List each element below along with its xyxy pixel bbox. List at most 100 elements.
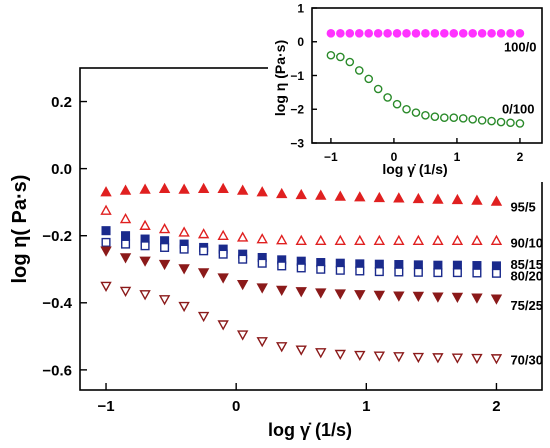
series-90-10 (100, 204, 503, 246)
data-point (101, 237, 111, 247)
data-point (140, 241, 150, 251)
data-point (472, 261, 482, 271)
data-point (477, 29, 487, 38)
series-80-20 (101, 237, 501, 278)
data-point (452, 268, 462, 278)
data-point (354, 350, 366, 362)
data-point (197, 311, 210, 323)
inset-y-axis-label: log η (Pa·s) (272, 40, 288, 116)
main-y-axis-label: log η( Pa·s) (9, 175, 31, 284)
series-75-25 (100, 246, 503, 305)
data-point (345, 29, 355, 38)
data-point (393, 192, 405, 203)
data-point (392, 99, 402, 109)
y-tick-label: −0.2 (42, 228, 72, 245)
data-point (412, 291, 425, 303)
data-point (121, 239, 131, 249)
data-point (354, 191, 366, 202)
data-point (373, 191, 386, 203)
data-point (217, 182, 229, 194)
inset-data-marks (326, 29, 525, 128)
data-point (256, 233, 268, 244)
data-point (334, 190, 346, 201)
data-point (345, 57, 355, 67)
inset-x-axis-label: log γ̇ (1/s) (382, 161, 447, 177)
data-point (364, 29, 374, 38)
data-point (139, 290, 151, 301)
data-point (336, 52, 345, 62)
data-point (487, 29, 496, 38)
y-tick-label: 0.0 (51, 161, 72, 178)
series-label-100-0: 100/0 (504, 39, 537, 54)
data-point (472, 268, 482, 278)
x-tick-label: −1 (97, 398, 114, 415)
data-point (491, 261, 501, 271)
data-point (256, 186, 268, 197)
data-point (487, 116, 496, 126)
series-label-80-20: 80/20 (510, 268, 543, 283)
data-point (119, 286, 132, 297)
data-point (296, 263, 306, 273)
data-point (452, 260, 462, 270)
data-point (471, 194, 483, 205)
inset-background (268, 0, 550, 182)
data-point (433, 260, 443, 270)
data-point (451, 234, 464, 246)
series-0-100 (326, 50, 525, 128)
data-point (490, 294, 503, 305)
data-point (355, 266, 365, 276)
data-point (421, 29, 430, 38)
data-point (158, 182, 171, 194)
data-point (496, 29, 506, 38)
data-point (496, 117, 506, 127)
data-point (412, 234, 425, 246)
data-point (139, 256, 151, 267)
y-tick-label: −1 (290, 69, 304, 83)
main-chart: 0.2 0.0 −0.2 −0.4 −0.6 −1 0 1 2 95/5 90/10 85/158… (9, 67, 543, 440)
data-point (433, 268, 443, 278)
data-point (100, 246, 112, 257)
data-point (506, 118, 515, 128)
x-tick-label: 1 (362, 398, 370, 415)
data-point (139, 219, 151, 230)
data-point (100, 281, 112, 292)
data-point (374, 267, 384, 277)
data-point (276, 187, 288, 199)
data-point (468, 29, 477, 38)
main-x-ticks: −1 0 1 2 (97, 383, 501, 415)
data-point (276, 234, 288, 245)
data-point (490, 234, 503, 246)
data-point (336, 29, 345, 38)
series-label-0-100: 0/100 (502, 101, 535, 116)
data-point (383, 93, 392, 102)
data-point (394, 267, 404, 277)
data-point (334, 349, 346, 361)
y-tick-label: −3 (290, 136, 304, 150)
series-95-5 (100, 182, 503, 206)
data-point (471, 234, 483, 246)
data-point (440, 113, 449, 122)
series-label-90-10: 90/10 (510, 236, 543, 251)
data-point (139, 183, 151, 194)
data-point (354, 29, 364, 38)
x-tick-label: 1 (454, 150, 461, 164)
data-point (412, 192, 425, 204)
data-point (451, 292, 464, 304)
data-point (440, 29, 449, 38)
series-label-85-15: 85/15 (510, 257, 543, 272)
data-point (334, 289, 346, 300)
data-point (217, 273, 229, 284)
data-point (316, 264, 326, 274)
data-point (477, 116, 487, 125)
data-point (101, 226, 111, 236)
data-point (295, 188, 307, 200)
data-point (217, 320, 229, 331)
data-point (393, 234, 405, 246)
y-tick-label: 0.2 (51, 94, 72, 111)
data-point (383, 29, 392, 38)
inset-y-ticks: 1 0 −1 −2 −3 (290, 1, 317, 150)
main-x-axis-label: log γ̇ (1/s) (268, 420, 352, 440)
data-point (449, 113, 459, 122)
